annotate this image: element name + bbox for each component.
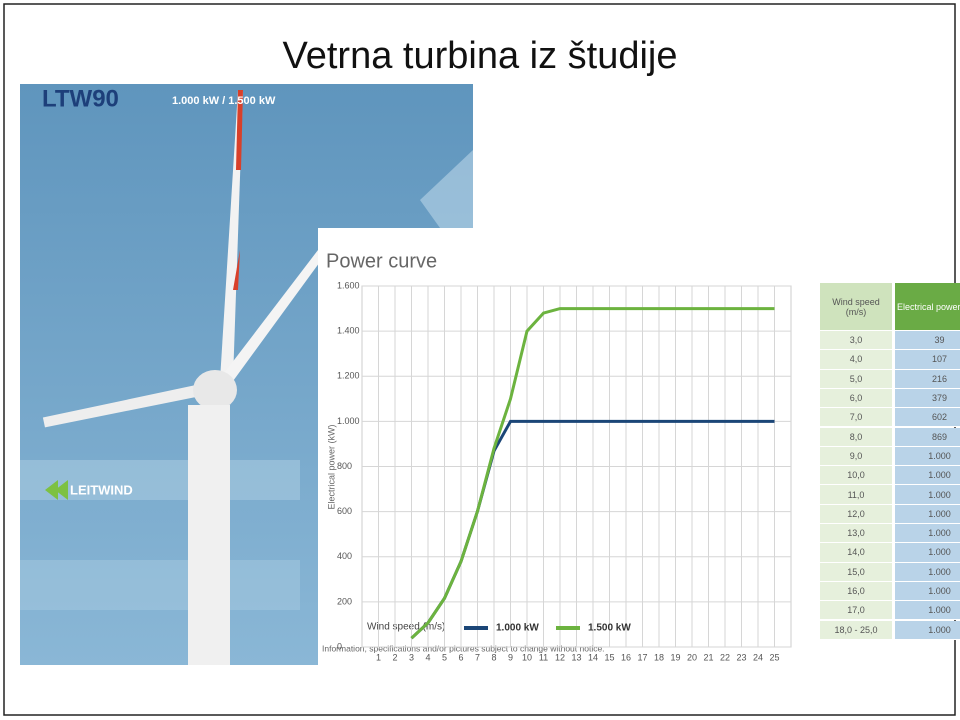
x-tick-label: 19 — [670, 652, 680, 662]
table-cell: 17,0 — [820, 601, 893, 620]
brochure-power: 1.000 kW / 1.500 kW — [172, 95, 276, 107]
table-cell: 379 — [895, 389, 960, 408]
table-cell: 1.000 — [895, 582, 960, 601]
legend-label: 1.000 kW — [496, 623, 539, 634]
x-tick-label: 18 — [654, 652, 664, 662]
table-cell: 10,0 — [820, 466, 893, 485]
table-cell: 39 — [895, 331, 960, 350]
table-cell: 216 — [895, 370, 960, 389]
x-tick-label: 1 — [376, 652, 381, 662]
table-cell: 14,0 — [820, 543, 893, 562]
table-cell: 1.000 — [895, 524, 960, 543]
y-tick-label: 800 — [337, 461, 352, 471]
y-tick-label: 600 — [337, 506, 352, 516]
table-cell: 1.000 — [895, 563, 960, 582]
y-tick-label: 200 — [337, 596, 352, 606]
x-tick-label: 21 — [703, 652, 713, 662]
x-tick-label: 10 — [522, 652, 532, 662]
table-cell: 8,0 — [820, 428, 893, 447]
x-tick-label: 7 — [475, 652, 480, 662]
y-tick-label: 1.400 — [337, 326, 360, 336]
x-tick-label: 12 — [555, 652, 565, 662]
table-cell: 1.000 — [895, 447, 960, 466]
table-cell: 16,0 — [820, 582, 893, 601]
x-tick-label: 8 — [491, 652, 496, 662]
x-tick-label: 5 — [442, 652, 447, 662]
legend-label: 1.500 kW — [588, 623, 631, 634]
table-cell: 1.000 — [895, 621, 960, 640]
table-cell: 869 — [895, 428, 960, 447]
x-tick-label: 23 — [736, 652, 746, 662]
x-tick-label: 15 — [604, 652, 614, 662]
table-cell: 15,0 — [820, 563, 893, 582]
x-tick-label: 13 — [571, 652, 581, 662]
x-tick-label: 2 — [392, 652, 397, 662]
y-tick-label: 1.200 — [337, 371, 360, 381]
table-cell: 12,0 — [820, 505, 893, 524]
y-tick-label: 1.000 — [337, 416, 360, 426]
table-cell: 1.000 — [895, 601, 960, 620]
x-tick-label: 4 — [425, 652, 430, 662]
y-tick-label: 1.600 — [337, 280, 360, 290]
y-tick-label: 400 — [337, 551, 352, 561]
x-tick-label: 17 — [637, 652, 647, 662]
slide-title: Vetrna turbina iz študije — [282, 35, 677, 77]
table-cell: 1.000 — [895, 466, 960, 485]
table-cell: 1.000 — [895, 505, 960, 524]
table-cell: 602 — [895, 408, 960, 427]
table-header: Wind speed (m/s) — [820, 283, 893, 331]
x-tick-label: 22 — [720, 652, 730, 662]
x-tick-label: 20 — [687, 652, 697, 662]
table-cell: 13,0 — [820, 524, 893, 543]
slide: Vetrna turbina iz študije LTW90 1.000 kW… — [0, 0, 960, 720]
table-header: Electrical power (kW) — [895, 283, 960, 331]
table-cell: 11,0 — [820, 485, 893, 504]
slide-canvas: Vetrna turbina iz študije LTW90 1.000 kW… — [0, 0, 960, 720]
table-cell: 3,0 — [820, 331, 893, 350]
x-tick-label: 6 — [458, 652, 463, 662]
x-tick-label: 16 — [621, 652, 631, 662]
chart-title: Power curve — [326, 250, 437, 272]
table-cell: 1.000 — [895, 543, 960, 562]
x-tick-label: 9 — [508, 652, 513, 662]
brochure-brand: LEITWIND — [70, 482, 133, 497]
table-cell: 1.000 — [895, 485, 960, 504]
x-tick-label: 24 — [753, 652, 763, 662]
x-tick-label: 14 — [588, 652, 598, 662]
y-axis-label: Electrical power (kW) — [326, 424, 336, 509]
table-cell: 4,0 — [820, 350, 893, 369]
x-tick-label: 3 — [409, 652, 414, 662]
table-cell: 6,0 — [820, 389, 893, 408]
table-cell: 9,0 — [820, 447, 893, 466]
table-cell: 5,0 — [820, 370, 893, 389]
table-cell: 107 — [895, 350, 960, 369]
y-tick-label: 0 — [337, 641, 342, 651]
x-tick-label: 11 — [539, 652, 548, 662]
table-cell: 7,0 — [820, 408, 893, 427]
brochure-model: LTW90 — [42, 85, 119, 112]
x-tick-label: 25 — [769, 652, 779, 662]
table-cell: 18,0 - 25,0 — [820, 621, 893, 640]
